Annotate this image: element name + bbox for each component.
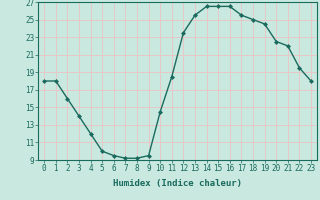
X-axis label: Humidex (Indice chaleur): Humidex (Indice chaleur) (113, 179, 242, 188)
